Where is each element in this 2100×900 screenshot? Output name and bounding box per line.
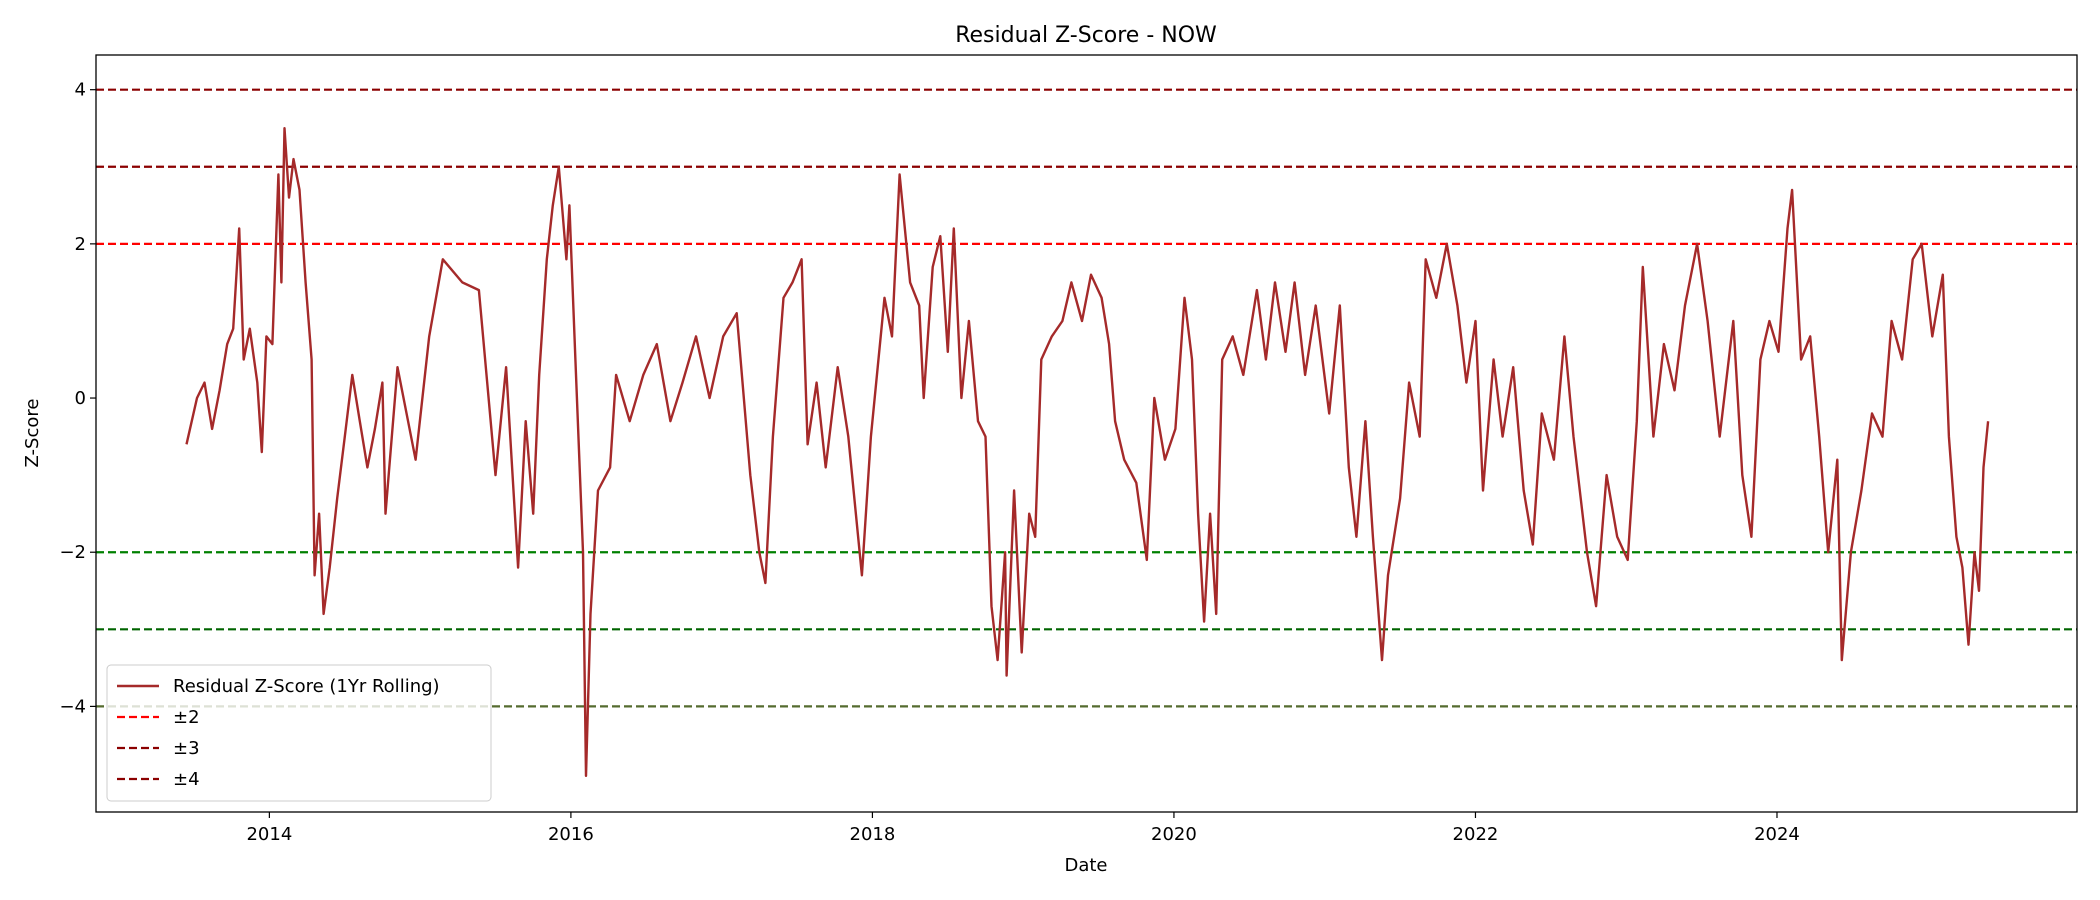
x-tick-label: 2020 (1151, 824, 1197, 845)
legend-label: ±2 (173, 707, 200, 728)
y-tick-label: −4 (59, 696, 86, 717)
x-tick-label: 2014 (246, 824, 292, 845)
x-axis-label: Date (1064, 855, 1107, 876)
legend-label: ±4 (173, 769, 200, 790)
chart-title: Residual Z-Score - NOW (955, 23, 1217, 48)
legend-label: Residual Z-Score (1Yr Rolling) (173, 676, 440, 697)
y-axis-label: Z-Score (22, 399, 43, 468)
y-tick-label: 0 (75, 388, 86, 409)
y-tick-label: −2 (59, 542, 86, 563)
legend-box (106, 664, 492, 802)
y-tick-label: 2 (75, 234, 86, 255)
y-tick-label: 4 (75, 80, 86, 101)
x-tick-label: 2018 (850, 824, 896, 845)
legend: Residual Z-Score (1Yr Rolling) ±2 ±3 ±4 (106, 664, 492, 802)
x-tick-label: 2016 (548, 824, 594, 845)
data-line (185, 126, 1990, 777)
legend-label: ±3 (173, 738, 200, 759)
x-tick-label: 2024 (1754, 824, 1800, 845)
plot-frame (95, 54, 2078, 813)
x-tick-label: 2022 (1453, 824, 1499, 845)
